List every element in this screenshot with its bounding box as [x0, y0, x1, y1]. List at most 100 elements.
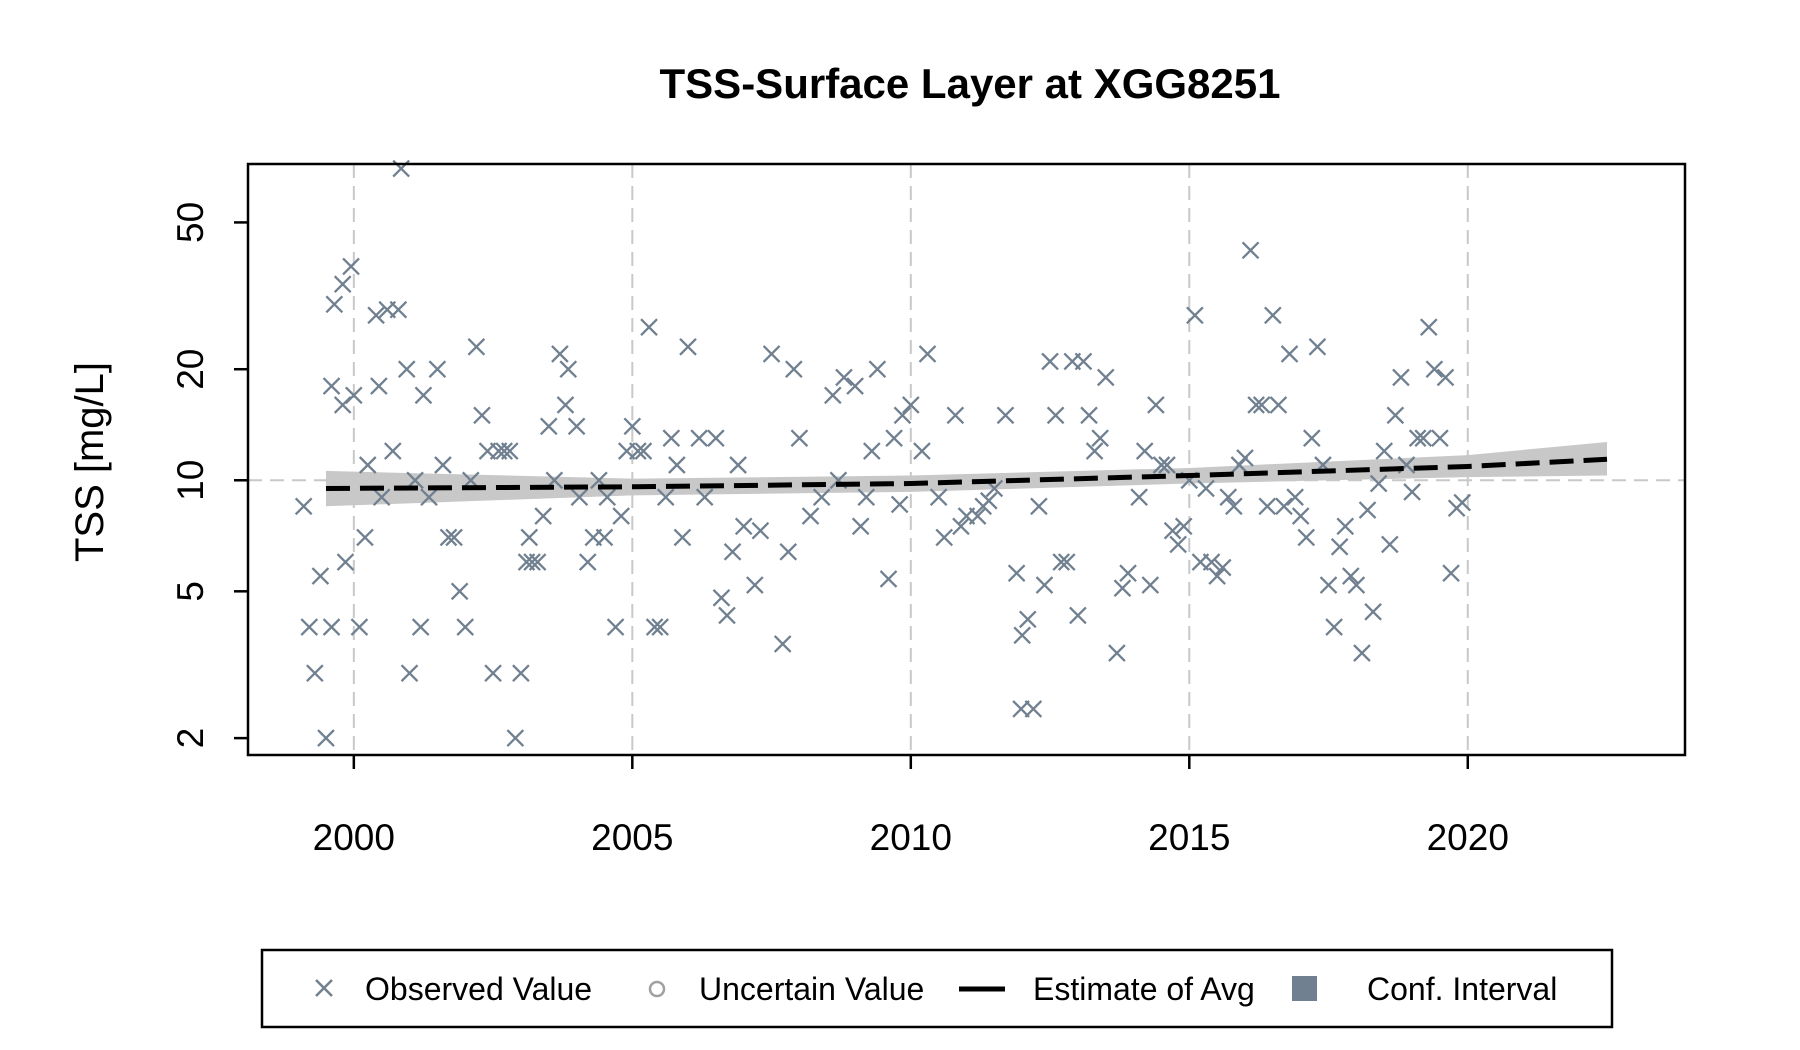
- observed-point: [1325, 618, 1343, 636]
- observed-point: [656, 488, 675, 506]
- observed-point: [1141, 576, 1160, 594]
- observed-point: [695, 488, 714, 506]
- observed-point: [1041, 352, 1059, 371]
- observed-point: [918, 345, 937, 363]
- y-tick-label: 20: [170, 349, 211, 390]
- observed-point: [857, 488, 876, 506]
- observed-point: [901, 396, 920, 414]
- observed-point: [1208, 567, 1226, 585]
- observed-point: [506, 729, 525, 747]
- x-tick-label: 2005: [591, 817, 673, 858]
- y-tick-label: 2: [170, 728, 211, 749]
- observed-point: [350, 618, 369, 636]
- observed-point: [1453, 493, 1472, 512]
- observed-point: [1436, 368, 1455, 387]
- observed-point: [370, 377, 388, 395]
- observed-point: [389, 300, 408, 319]
- observed-point: [1258, 497, 1277, 516]
- observed-point: [520, 528, 539, 547]
- observed-point: [1013, 626, 1032, 645]
- ci-band: [325, 441, 1608, 507]
- observed-point: [1380, 535, 1399, 554]
- observed-point: [893, 406, 912, 425]
- observed-point: [1252, 396, 1271, 414]
- observed-point: [1052, 553, 1070, 571]
- observed-point: [1135, 442, 1154, 460]
- observed-point: [1442, 564, 1460, 582]
- observed-point: [1057, 553, 1076, 571]
- observed-point: [512, 664, 530, 682]
- observed-point: [1030, 497, 1048, 516]
- observed-point: [595, 528, 614, 547]
- observed-point: [801, 507, 820, 525]
- observed-point: [414, 386, 433, 405]
- x-tick-label: 2015: [1148, 817, 1230, 858]
- observed-point: [1403, 483, 1421, 501]
- observed-point: [968, 507, 987, 525]
- observed-point: [707, 429, 725, 448]
- observed-point: [473, 406, 491, 425]
- observed-point: [439, 528, 458, 547]
- x-tick-label: 2020: [1427, 817, 1509, 858]
- observed-point: [746, 576, 764, 594]
- observed-point: [1431, 429, 1449, 448]
- observed-point: [1347, 576, 1366, 594]
- observed-point: [812, 488, 831, 506]
- conf-interval-band: [325, 441, 1608, 507]
- observed-point: [1286, 488, 1304, 506]
- observed-point: [1225, 497, 1243, 516]
- observed-point: [1080, 406, 1098, 425]
- estimate-line: [325, 456, 1608, 491]
- observed-point: [1046, 406, 1065, 425]
- observed-point: [885, 429, 903, 448]
- observed-point: [1247, 396, 1265, 414]
- observed-point: [420, 488, 438, 506]
- observed-point: [456, 618, 475, 636]
- observed-point: [372, 488, 391, 506]
- observed-point: [397, 360, 416, 379]
- observed-point: [612, 507, 630, 525]
- observed-point: [495, 442, 514, 460]
- legend-box: [260, 948, 1614, 1029]
- observed-point: [467, 338, 486, 356]
- observed-point: [679, 338, 697, 356]
- observed-point: [306, 664, 324, 682]
- observed-point: [1119, 564, 1137, 582]
- y-axis: 2 5 10 20 50: [170, 202, 248, 749]
- observed-point: [1085, 442, 1104, 460]
- observed-point: [534, 507, 553, 525]
- observed-point: [1414, 429, 1433, 448]
- y-axis-label: TSS [mg/L]: [68, 362, 112, 562]
- legend-ci-label: Conf. Interval: [1367, 971, 1557, 1007]
- observed-point: [952, 517, 970, 536]
- observed-point: [835, 368, 853, 387]
- observed-point: [729, 456, 747, 474]
- observed-point: [1130, 488, 1148, 506]
- observed-point: [1147, 396, 1165, 414]
- observed-point: [342, 257, 360, 276]
- observed-point: [1096, 368, 1115, 387]
- observed-point: [358, 456, 377, 474]
- observed-point: [762, 345, 781, 363]
- observed-point: [345, 386, 363, 405]
- observed-point: [411, 618, 430, 636]
- observed-point: [668, 456, 686, 474]
- observed-point: [1408, 429, 1427, 448]
- observed-point: [634, 442, 653, 460]
- observed-point: [1018, 610, 1037, 629]
- observed-point: [1069, 606, 1087, 625]
- x-tick-label: 2000: [313, 817, 395, 858]
- chart-title: TSS-Surface Layer at XGG8251: [660, 60, 1281, 107]
- x-axis: 2000 2005 2010 2015 2020: [313, 755, 1509, 858]
- observed-point: [879, 570, 898, 588]
- observed-point: [294, 497, 313, 516]
- legend-estimate-label: Estimate of Avg: [1033, 971, 1255, 1007]
- observed-point: [662, 429, 681, 448]
- observed-point: [1369, 474, 1388, 493]
- observed-point: [1174, 517, 1193, 536]
- observed-point: [1386, 406, 1405, 425]
- observed-point: [913, 442, 931, 460]
- observed-point: [1353, 644, 1371, 662]
- observed-point: [935, 528, 954, 547]
- observed-point: [1091, 429, 1109, 448]
